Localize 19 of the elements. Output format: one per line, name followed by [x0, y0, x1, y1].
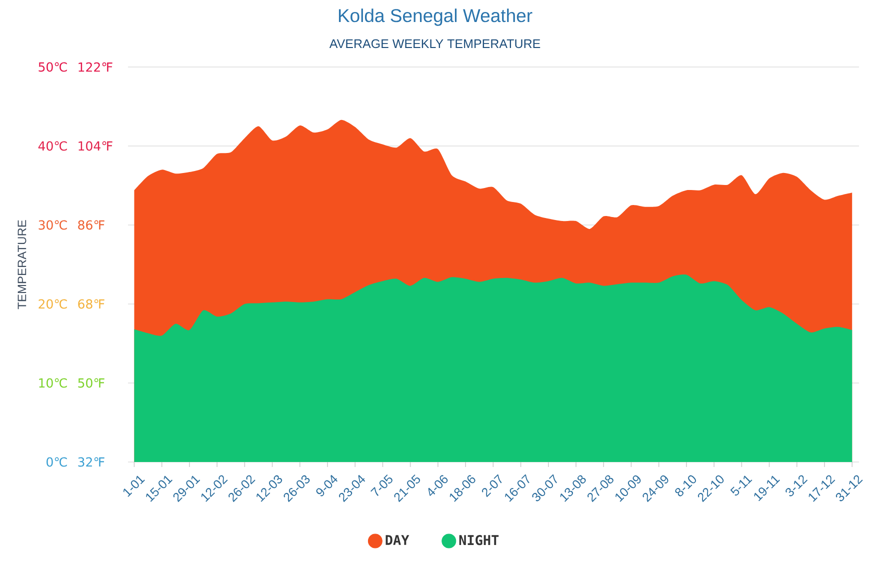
y2-tick-label: 32℉: [78, 457, 104, 467]
y-axis-title: TEMPERATURE: [18, 220, 26, 310]
y2-tick-label: 104℉: [78, 141, 112, 151]
y-tick-label: 20℃: [38, 299, 67, 309]
legend-label: DAY: [386, 535, 410, 545]
y2-tick-label: 68℉: [78, 299, 104, 309]
x-tick-label: 5-11: [730, 476, 752, 496]
y-tick-label: 0℃: [46, 457, 67, 467]
chart-title: Kolda Senegal Weather: [338, 8, 532, 26]
y2-tick-label: 86℉: [78, 220, 104, 230]
y-tick-label: 40℃: [38, 141, 67, 151]
y2-tick-label: 50℉: [78, 378, 104, 388]
y-tick-label: 10℃: [39, 378, 67, 388]
legend-label: NIGHT: [459, 534, 499, 546]
x-tick-label: 4-06: [428, 475, 448, 496]
chart-subtitle: AVERAGE WEEKLY TEMPERATURE: [329, 39, 540, 48]
y-tick-label: 50℃: [38, 62, 67, 72]
y2-tick-label: 122℉: [78, 62, 112, 72]
y-tick-label: 30℃: [38, 220, 67, 230]
